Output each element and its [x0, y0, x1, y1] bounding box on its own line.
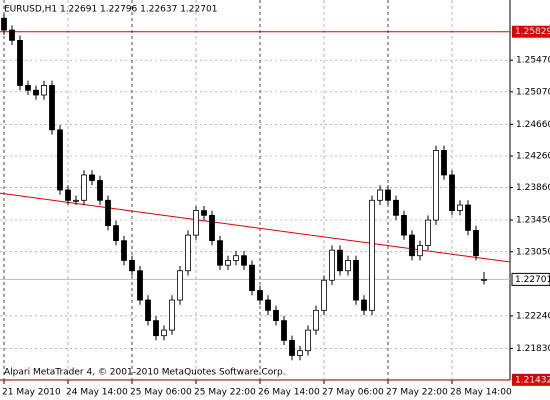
- candle-body: [257, 290, 263, 301]
- candle-body: [393, 199, 399, 216]
- candle-body: [401, 214, 407, 236]
- candle-body: [217, 240, 223, 266]
- candle-body: [57, 129, 63, 191]
- candle-body: [193, 210, 199, 236]
- candle-body: [97, 180, 103, 201]
- candle-body: [65, 189, 71, 201]
- candle-body: [113, 225, 119, 242]
- candle-body: [241, 255, 247, 266]
- price-label-box: [512, 373, 550, 386]
- candle-body: [481, 278, 487, 281]
- candle-body: [33, 89, 39, 96]
- candle-body: [177, 270, 183, 301]
- footer: Alpari MetaTrader 4, © 2001-2010 MetaQuo…: [4, 368, 286, 378]
- candle-body: [9, 29, 15, 41]
- x-tick-label: 25 May 22:00: [194, 388, 256, 398]
- x-tick-label: 25 May 06:00: [130, 388, 192, 398]
- x-tick-label: 26 May 14:00: [258, 388, 320, 398]
- candle-body: [457, 204, 463, 211]
- candle-body: [449, 174, 455, 211]
- candle-body: [409, 234, 415, 257]
- candle-body: [137, 270, 143, 301]
- candle-body: [337, 249, 343, 272]
- y-tick-label: 1.22240: [516, 311, 550, 321]
- candle-body: [81, 174, 87, 201]
- candle-body: [433, 150, 439, 221]
- price-label: 1.21432: [515, 375, 550, 385]
- candle-body: [233, 255, 239, 261]
- candle-body: [353, 260, 359, 301]
- candle-body: [361, 299, 367, 311]
- candle-body: [385, 189, 391, 201]
- price-label-box: [512, 25, 550, 38]
- y-tick-label: 1.23860: [516, 183, 550, 193]
- candle-body: [73, 199, 79, 202]
- candle-body: [281, 320, 287, 341]
- candle-body: [225, 260, 231, 266]
- candle-body: [305, 329, 311, 352]
- candle-body: [297, 350, 303, 356]
- candle-body: [425, 219, 431, 246]
- y-tick-label: 1.25470: [516, 56, 550, 66]
- candle-body: [105, 199, 111, 227]
- trendline: [0, 192, 511, 263]
- candle-body: [473, 229, 479, 257]
- candle-body: [249, 264, 255, 291]
- candle-body: [169, 299, 175, 331]
- candle-body: [1, 17, 7, 31]
- candle-body: [41, 85, 47, 96]
- candle-body: [129, 260, 135, 272]
- candle-body: [185, 234, 191, 272]
- candle-body: [345, 260, 351, 272]
- y-tick-label: 1.21830: [516, 344, 550, 354]
- chart-title: EURUSD,H1 1.22691 1.22796 1.22637 1.2270…: [4, 5, 217, 15]
- candle-body: [273, 309, 279, 322]
- candle-body: [89, 174, 95, 181]
- candle-body: [121, 240, 127, 261]
- candle-body: [153, 320, 159, 337]
- y-tick-label: 1.24660: [516, 120, 550, 130]
- candle-body: [49, 85, 55, 131]
- y-tick-label: 1.23450: [516, 216, 550, 226]
- candle-body: [17, 39, 23, 86]
- candle-body: [209, 214, 215, 242]
- candle-body: [321, 279, 327, 311]
- candle-body: [441, 150, 447, 176]
- candle-body: [377, 189, 383, 201]
- candle-body: [145, 299, 151, 322]
- candle-body: [265, 299, 271, 311]
- x-tick-label: 21 May 2010: [2, 388, 61, 398]
- candle-body: [313, 309, 319, 331]
- candle-body: [201, 210, 207, 216]
- x-tick-label: 24 May 14:00: [66, 388, 128, 398]
- y-tick-label: 1.24260: [516, 151, 550, 161]
- candle-body: [161, 329, 167, 337]
- bid-label-box: [511, 272, 550, 286]
- price-label: 1.25829: [515, 27, 550, 37]
- candle-body: [465, 204, 471, 231]
- x-tick-label: 27 May 06:00: [322, 388, 384, 398]
- candle-body: [417, 245, 423, 257]
- bid-label: 1.22701: [515, 275, 550, 285]
- y-tick-label: 1.23050: [516, 247, 550, 257]
- x-tick-label: 27 May 22:00: [386, 388, 448, 398]
- x-tick-label: 28 May 14:00: [450, 388, 512, 398]
- y-tick-label: 1.25070: [516, 87, 550, 97]
- candle-body: [369, 199, 375, 311]
- candle-body: [329, 249, 335, 281]
- candle-body: [25, 85, 31, 91]
- candle-body: [289, 340, 295, 356]
